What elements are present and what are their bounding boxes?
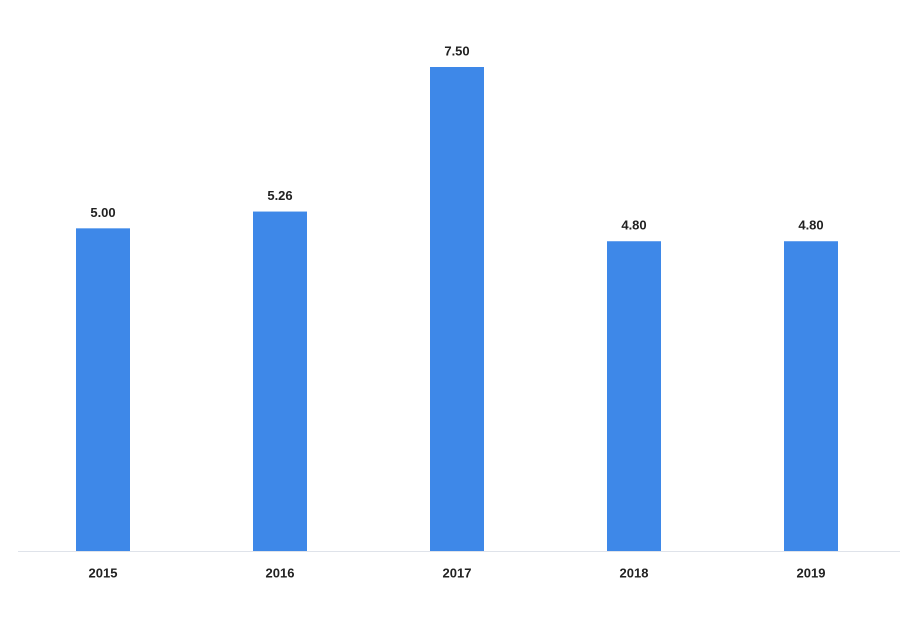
value-label: 7.50 [444, 43, 469, 58]
bar [253, 211, 307, 551]
bar [76, 228, 130, 552]
value-label: 4.80 [621, 218, 646, 233]
x-tick-label: 2016 [266, 565, 295, 580]
x-tick-label: 2018 [620, 565, 649, 580]
value-label: 5.26 [267, 188, 292, 203]
bar [784, 241, 838, 552]
value-label: 4.80 [798, 218, 823, 233]
x-tick-label: 2017 [443, 565, 472, 580]
x-tick-label: 2015 [89, 565, 118, 580]
value-label: 5.00 [90, 205, 115, 220]
x-tick-label: 2019 [797, 565, 826, 580]
bar [607, 241, 661, 552]
bar [430, 67, 484, 551]
